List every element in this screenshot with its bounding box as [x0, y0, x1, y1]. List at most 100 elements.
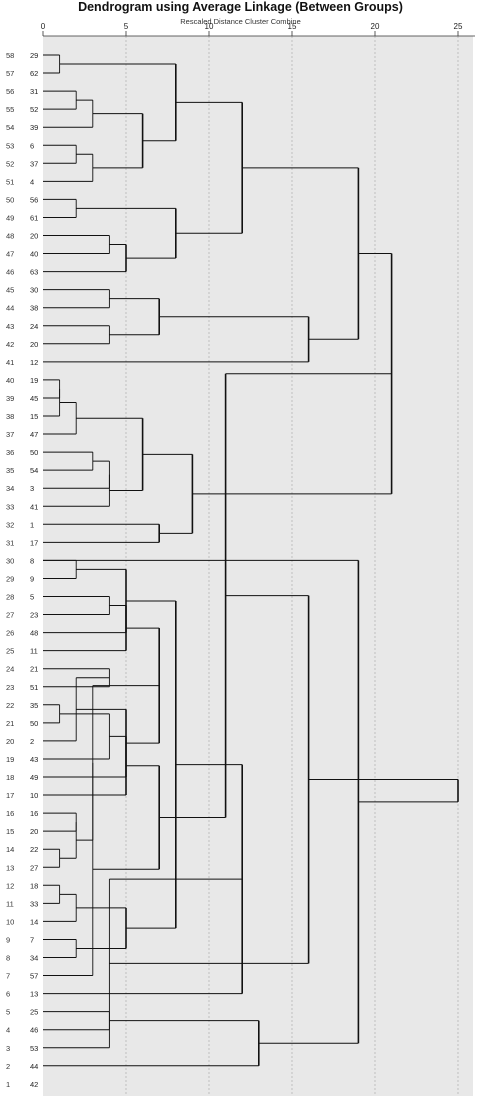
- leaf-position-label: 35: [6, 466, 14, 475]
- leaf-case-label: 41: [30, 502, 38, 511]
- leaf-position-label: 34: [6, 484, 14, 493]
- leaf-case-label: 27: [30, 863, 38, 872]
- leaf-case-label: 37: [30, 159, 38, 168]
- leaf-case-label: 24: [30, 322, 38, 331]
- leaf-case-label: 11: [30, 647, 38, 656]
- x-tick-label: 15: [288, 22, 297, 31]
- leaf-position-label: 2: [6, 1062, 10, 1071]
- leaf-case-label: 5: [30, 593, 34, 602]
- leaf-position-label: 12: [6, 881, 14, 890]
- leaf-case-label: 57: [30, 972, 38, 981]
- leaf-case-label: 56: [30, 195, 38, 204]
- leaf-case-label: 61: [30, 213, 38, 222]
- leaf-case-label: 20: [30, 232, 38, 241]
- leaf-case-label: 30: [30, 286, 38, 295]
- x-tick-label: 10: [205, 22, 214, 31]
- leaf-position-label: 54: [6, 123, 14, 132]
- leaf-case-label: 19: [30, 376, 38, 385]
- leaf-position-label: 43: [6, 322, 14, 331]
- leaf-case-label: 49: [30, 773, 38, 782]
- leaf-case-label: 3: [30, 484, 34, 493]
- leaf-case-label: 8: [30, 556, 34, 565]
- leaf-position-label: 1: [6, 1080, 10, 1089]
- leaf-position-label: 46: [6, 268, 14, 277]
- leaf-case-label: 48: [30, 629, 38, 638]
- leaf-case-label: 38: [30, 304, 38, 313]
- leaf-position-label: 20: [6, 737, 14, 746]
- leaf-position-label: 14: [6, 845, 14, 854]
- leaf-case-label: 22: [30, 845, 38, 854]
- leaf-case-label: 14: [30, 917, 38, 926]
- leaf-position-label: 32: [6, 520, 14, 529]
- leaf-case-label: 50: [30, 448, 38, 457]
- leaf-case-label: 29: [30, 51, 38, 60]
- leaf-position-label: 4: [6, 1026, 10, 1035]
- leaf-case-label: 9: [30, 574, 34, 583]
- leaf-position-label: 18: [6, 773, 14, 782]
- dendrogram-links: [43, 54, 459, 1067]
- leaf-position-label: 45: [6, 286, 14, 295]
- leaf-case-label: 23: [30, 611, 38, 620]
- leaf-case-label: 31: [30, 87, 38, 96]
- leaf-position-label: 31: [6, 538, 14, 547]
- leaf-case-label: 63: [30, 268, 38, 277]
- leaf-position-label: 38: [6, 412, 14, 421]
- leaf-position-label: 52: [6, 159, 14, 168]
- leaf-case-label: 33: [30, 899, 38, 908]
- leaf-position-label: 55: [6, 105, 14, 114]
- leaf-position-label: 15: [6, 827, 14, 836]
- leaf-case-label: 40: [30, 250, 38, 259]
- leaf-position-label: 26: [6, 629, 14, 638]
- leaf-position-label: 7: [6, 972, 10, 981]
- grid-lines: [125, 36, 459, 1096]
- chart-title: Dendrogram using Average Linkage (Betwee…: [78, 0, 403, 14]
- leaf-case-label: 42: [30, 1080, 38, 1089]
- leaf-case-label: 12: [30, 358, 38, 367]
- leaf-case-label: 25: [30, 1008, 38, 1017]
- leaf-case-label: 50: [30, 719, 38, 728]
- leaf-position-label: 9: [6, 935, 10, 944]
- leaf-case-label: 21: [30, 665, 38, 674]
- leaf-case-label: 6: [30, 141, 34, 150]
- leaf-position-label: 39: [6, 394, 14, 403]
- leaf-position-label: 57: [6, 69, 14, 78]
- leaf-case-label: 52: [30, 105, 38, 114]
- x-axis: 0 5 10 15 20 25: [41, 22, 475, 37]
- leaf-case-label: 44: [30, 1062, 38, 1071]
- leaf-position-label: 41: [6, 358, 14, 367]
- leaf-position-label: 3: [6, 1044, 10, 1053]
- leaf-case-label: 39: [30, 123, 38, 132]
- leaf-position-label: 47: [6, 250, 14, 259]
- leaf-case-label: 16: [30, 809, 38, 818]
- x-tick-label: 0: [41, 22, 46, 31]
- leaf-position-label: 21: [6, 719, 14, 728]
- leaf-case-label: 13: [30, 990, 38, 999]
- leaf-case-label: 47: [30, 430, 38, 439]
- leaf-position-label: 37: [6, 430, 14, 439]
- leaf-case-label: 18: [30, 881, 38, 890]
- leaf-position-label: 16: [6, 809, 14, 818]
- leaf-case-label: 53: [30, 1044, 38, 1053]
- leaf-case-label: 34: [30, 954, 38, 963]
- leaf-position-label: 19: [6, 755, 14, 764]
- leaf-case-label: 4: [30, 177, 34, 186]
- leaf-position-label: 17: [6, 791, 14, 800]
- leaf-position-label: 40: [6, 376, 14, 385]
- leaf-position-label: 24: [6, 665, 14, 674]
- leaf-case-label: 20: [30, 340, 38, 349]
- leaf-position-label: 50: [6, 195, 14, 204]
- leaf-position-label: 11: [6, 899, 14, 908]
- leaf-case-label: 2: [30, 737, 34, 746]
- leaf-case-label: 43: [30, 755, 38, 764]
- leaf-position-label: 53: [6, 141, 14, 150]
- leaf-position-label: 33: [6, 502, 14, 511]
- leaf-position-label: 44: [6, 304, 14, 313]
- leaf-position-label: 22: [6, 701, 14, 710]
- leaf-position-label: 56: [6, 87, 14, 96]
- leaf-case-label: 7: [30, 935, 34, 944]
- leaf-position-label: 28: [6, 593, 14, 602]
- leaf-case-label: 62: [30, 69, 38, 78]
- leaf-case-label: 10: [30, 791, 38, 800]
